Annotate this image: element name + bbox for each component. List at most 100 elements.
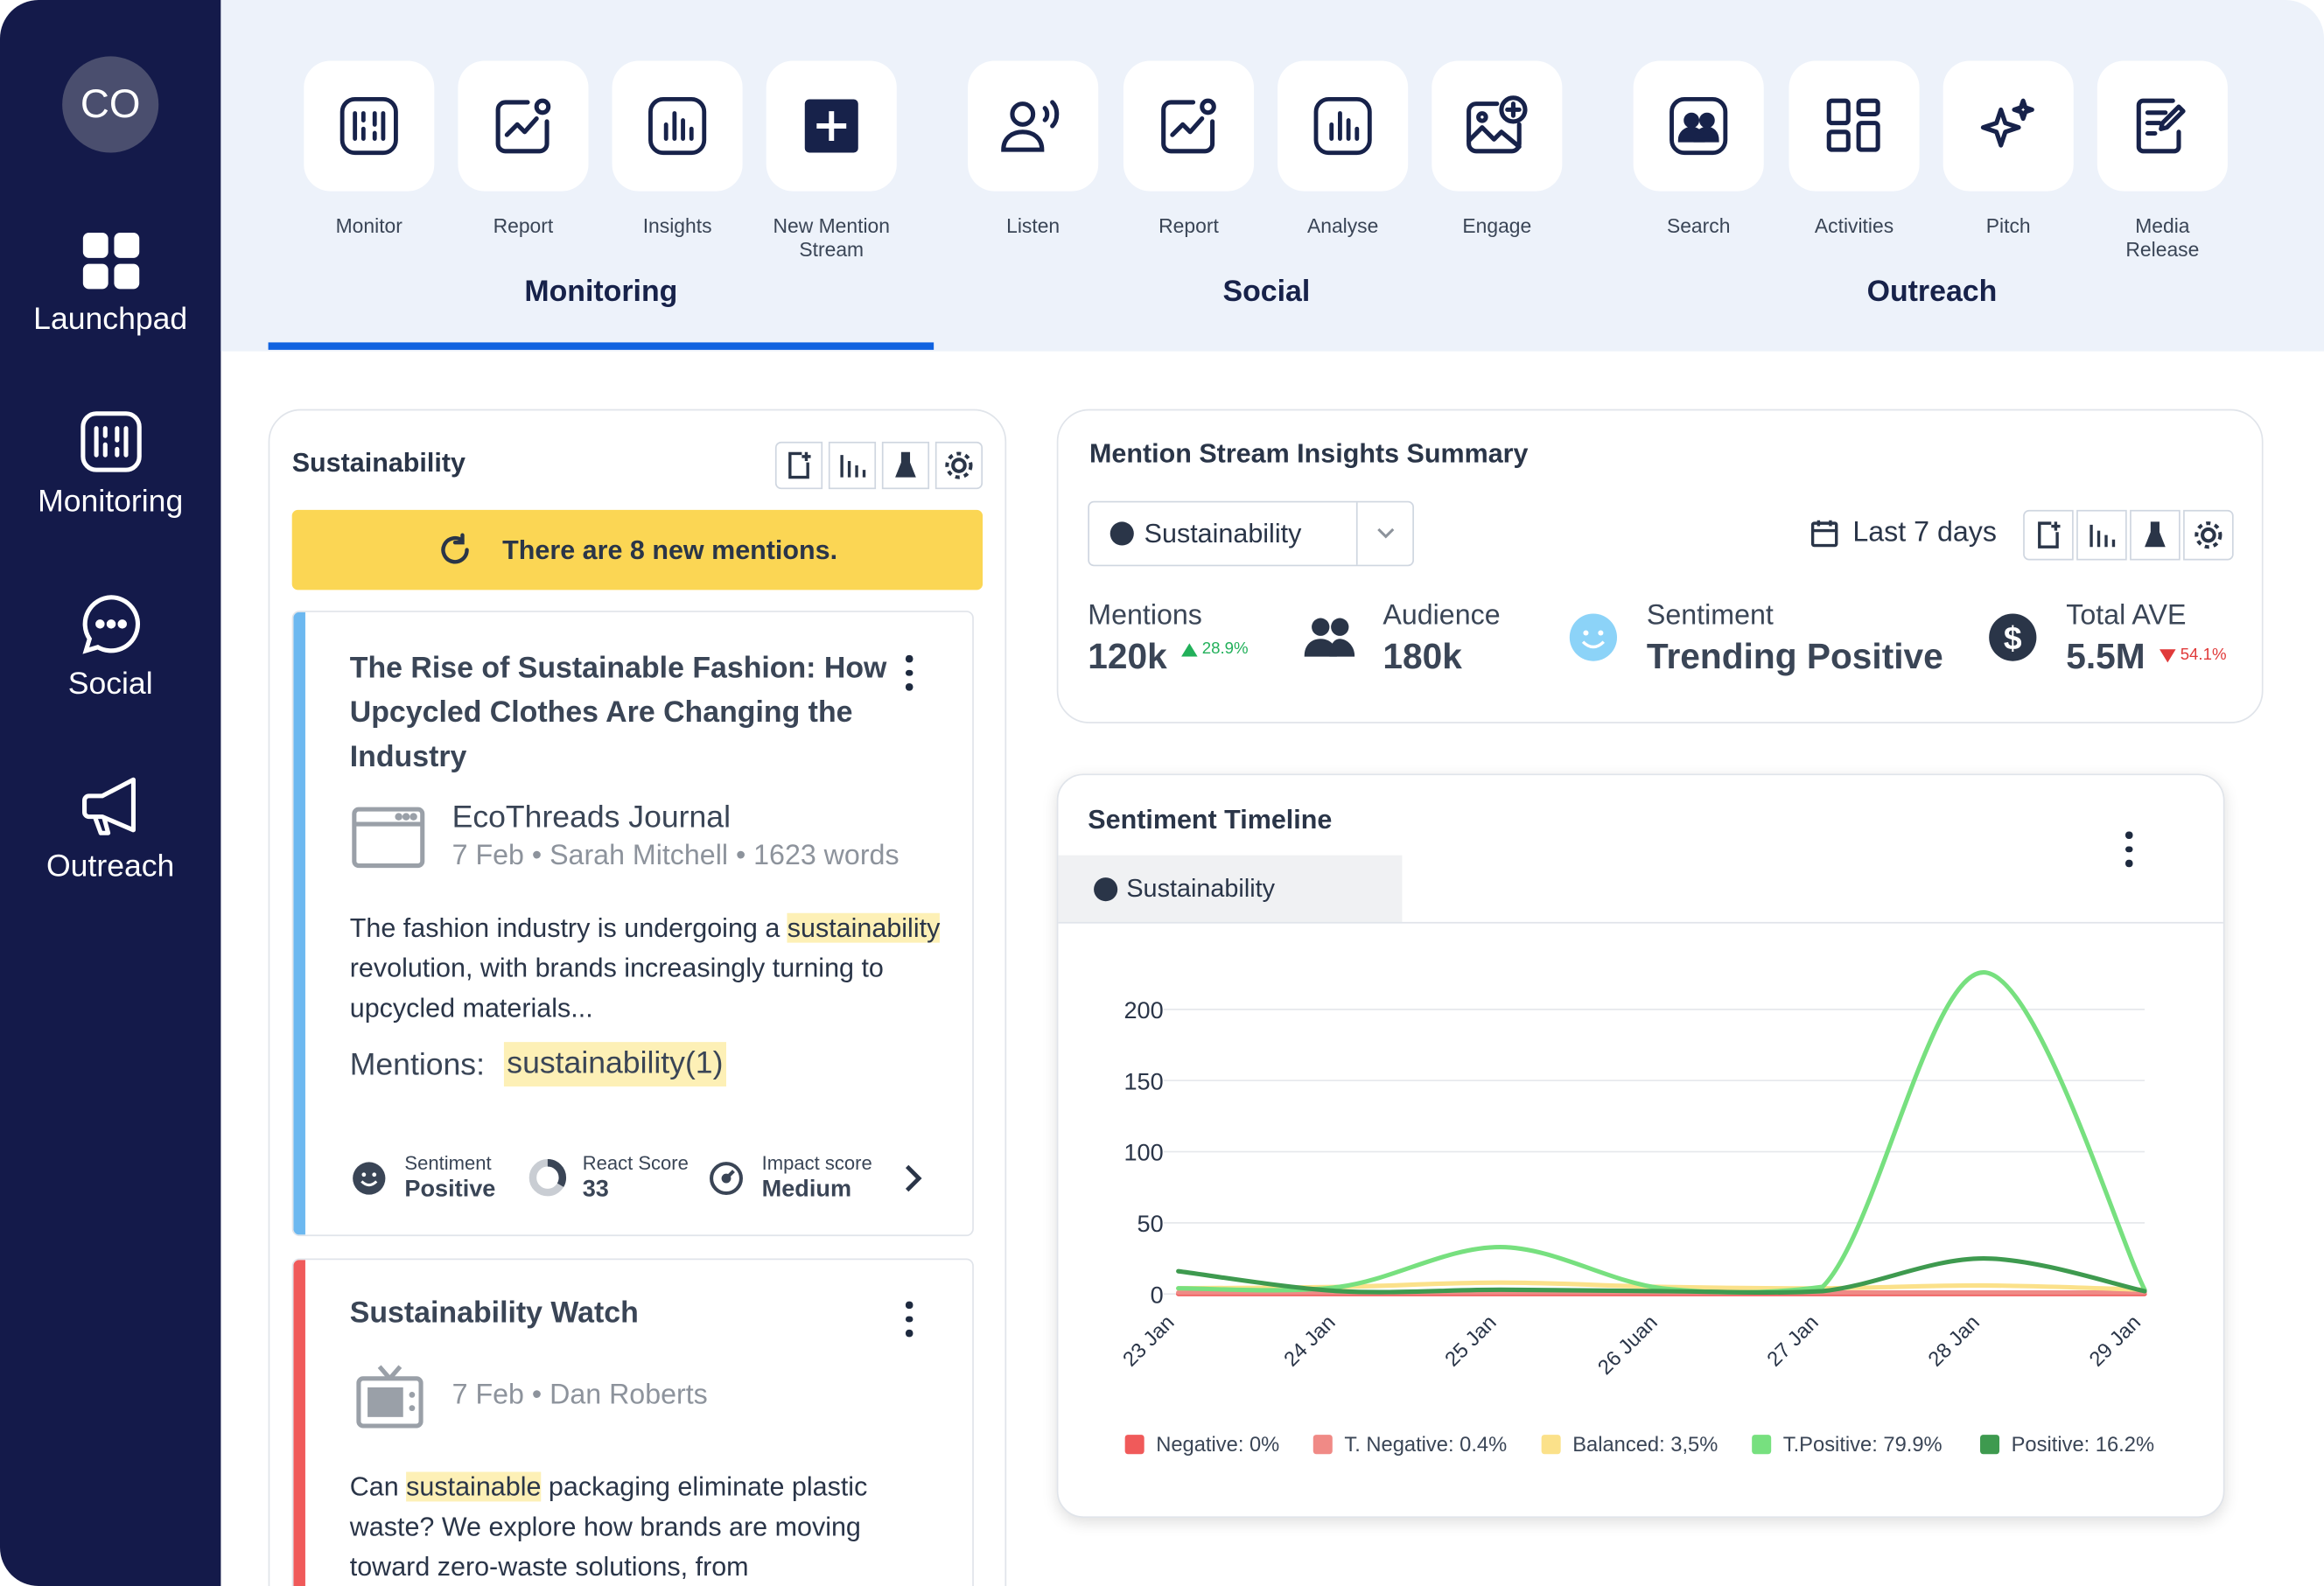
chevron-right-icon[interactable] bbox=[903, 1163, 924, 1193]
image-plus-icon bbox=[1466, 95, 1528, 154]
card-title[interactable]: The Rise of Sustainable Fashion: How Upc… bbox=[349, 652, 887, 774]
legend-swatch bbox=[1541, 1434, 1561, 1454]
mention-card[interactable] bbox=[291, 1258, 974, 1586]
tool-insights[interactable]: Insights bbox=[612, 60, 743, 238]
tool-monitor[interactable]: Monitor bbox=[304, 60, 435, 238]
grid-icon bbox=[82, 233, 139, 290]
monitor-icon bbox=[340, 96, 398, 156]
card-menu-button[interactable] bbox=[905, 1301, 914, 1344]
legend-item[interactable]: Positive: 16.2% bbox=[1980, 1432, 2154, 1456]
sidebar-item-label: Social bbox=[67, 667, 153, 702]
tool-label: Listen bbox=[1006, 214, 1060, 238]
card-accent-bar bbox=[293, 611, 305, 1235]
source-meta: 7 Feb • Dan Roberts bbox=[452, 1380, 708, 1412]
browser-icon bbox=[352, 807, 425, 869]
stream-select[interactable]: Sustainability bbox=[1088, 500, 1414, 567]
tool-analyse[interactable]: Analyse bbox=[1278, 60, 1409, 238]
tool-report[interactable]: Report bbox=[458, 60, 589, 238]
keyword-highlight: sustainability bbox=[787, 912, 941, 943]
tool-new-mention-stream[interactable]: New Mention Stream bbox=[766, 60, 897, 262]
sidebar: CO Launchpad Monitoring Social Outreach bbox=[0, 0, 221, 1586]
tool-media-release[interactable]: Media Release bbox=[2096, 60, 2228, 262]
metric-value: 5.5M bbox=[2066, 637, 2146, 678]
bar-chart-icon bbox=[840, 455, 866, 478]
impact-score-label: Impact score bbox=[761, 1151, 872, 1174]
legend-item[interactable]: T.Positive: 79.9% bbox=[1752, 1432, 1942, 1456]
settings-button[interactable] bbox=[2183, 509, 2234, 561]
card-menu-button[interactable] bbox=[905, 654, 914, 697]
legend-item[interactable]: T. Negative: 0.4% bbox=[1312, 1432, 1507, 1456]
tool-search[interactable]: Search bbox=[1633, 60, 1764, 238]
metric-label: Audience bbox=[1382, 600, 1501, 632]
chart-button[interactable] bbox=[828, 441, 877, 490]
metric-value: Trending Positive bbox=[1646, 637, 1943, 678]
sidebar-item-launchpad[interactable]: Launchpad bbox=[0, 231, 220, 338]
dashboard-icon bbox=[1826, 98, 1880, 152]
divider bbox=[1058, 921, 2223, 924]
react-score-value: 33 bbox=[582, 1177, 609, 1203]
sidebar-item-outreach[interactable]: Outreach bbox=[0, 775, 220, 884]
edit-document-icon bbox=[2136, 98, 2186, 154]
timeline-menu-button[interactable] bbox=[2125, 831, 2134, 874]
sidebar-item-social[interactable]: Social bbox=[0, 593, 220, 702]
sparkle-icon bbox=[1980, 98, 2034, 148]
refresh-icon bbox=[441, 533, 469, 564]
tab-outreach[interactable]: Outreach bbox=[1866, 276, 1998, 309]
tab-social[interactable]: Social bbox=[1222, 276, 1311, 309]
add-stream-button[interactable] bbox=[2023, 509, 2074, 561]
lab-button[interactable] bbox=[881, 441, 930, 490]
x-tick-label: 29 Jan bbox=[2085, 1311, 2146, 1372]
sentiment-label: Sentiment bbox=[404, 1151, 492, 1174]
y-tick-label: 0 bbox=[1151, 1281, 1164, 1308]
card-excerpt: The fashion industry is undergoing a sus… bbox=[349, 912, 941, 1024]
tool-report-social[interactable]: Report bbox=[1123, 60, 1255, 238]
tool-label: Analyse bbox=[1306, 214, 1379, 238]
tool-activities[interactable]: Activities bbox=[1788, 60, 1920, 238]
bar-chart-icon bbox=[648, 96, 707, 156]
tool-engage[interactable]: Engage bbox=[1432, 60, 1563, 238]
summary-title: Mention Stream Insights Summary bbox=[1089, 438, 1529, 469]
tool-listen[interactable]: Listen bbox=[968, 60, 1099, 238]
settings-button[interactable] bbox=[934, 441, 984, 490]
mentions-label: Mentions: bbox=[349, 1047, 485, 1082]
chat-bubble-icon bbox=[81, 595, 140, 654]
monitor-icon bbox=[80, 411, 141, 472]
sidebar-item-label: Monitoring bbox=[38, 485, 184, 520]
tab-monitoring[interactable]: Monitoring bbox=[524, 276, 678, 309]
avatar[interactable]: CO bbox=[62, 56, 159, 153]
contacts-icon bbox=[1670, 96, 1728, 156]
chart-button[interactable] bbox=[2076, 509, 2127, 561]
add-stream-button[interactable] bbox=[774, 441, 823, 490]
date-range-selector[interactable]: Last 7 days bbox=[1852, 517, 1997, 548]
y-tick-label: 100 bbox=[1124, 1139, 1163, 1166]
flask-icon bbox=[2145, 521, 2166, 548]
metric-label: Mentions bbox=[1088, 600, 1202, 632]
report-chart-icon bbox=[1161, 98, 1216, 154]
metric-total-ave: Total AVE 5.5M bbox=[2066, 600, 2186, 679]
x-tick-label: 27 Jan bbox=[1763, 1311, 1824, 1372]
add-document-icon bbox=[788, 451, 811, 479]
legend-item[interactable]: Balanced: 3,5% bbox=[1541, 1432, 1718, 1456]
card-title[interactable]: Sustainability Watch bbox=[349, 1296, 639, 1330]
source-meta: 7 Feb • Sarah Mitchell • 1623 words bbox=[452, 840, 900, 872]
mentions-keyword[interactable]: sustainability(1) bbox=[503, 1042, 726, 1086]
source-name[interactable]: EcoThreads Journal bbox=[452, 800, 731, 835]
tool-pitch[interactable]: Pitch bbox=[1942, 60, 2074, 238]
impact-score-value: Medium bbox=[761, 1177, 852, 1203]
megaphone-icon bbox=[81, 777, 136, 835]
report-chart-icon bbox=[495, 98, 551, 154]
tool-label: Insights bbox=[642, 214, 712, 238]
sidebar-item-monitoring[interactable]: Monitoring bbox=[0, 410, 220, 520]
lab-button[interactable] bbox=[2130, 509, 2180, 561]
y-tick-label: 150 bbox=[1124, 1067, 1163, 1094]
smile-icon bbox=[1569, 613, 1618, 661]
sentiment-line-chart: 0 50 100 150 200 23 Jan 24 Jan 25 Jan 26 Juan 27 … bbox=[1119, 970, 2147, 1380]
series-color-dot bbox=[1094, 877, 1118, 902]
timeline-series-tab[interactable]: Sustainability bbox=[1058, 855, 1403, 924]
series-line bbox=[1176, 970, 2147, 1295]
metric-audience: Audience 180k bbox=[1382, 600, 1500, 679]
x-tick-label: 28 Jan bbox=[1924, 1311, 1984, 1372]
new-mentions-banner[interactable]: There are 8 new mentions. bbox=[291, 509, 984, 590]
tool-label: Report bbox=[1158, 214, 1219, 238]
legend-item[interactable]: Negative: 0% bbox=[1124, 1432, 1279, 1456]
